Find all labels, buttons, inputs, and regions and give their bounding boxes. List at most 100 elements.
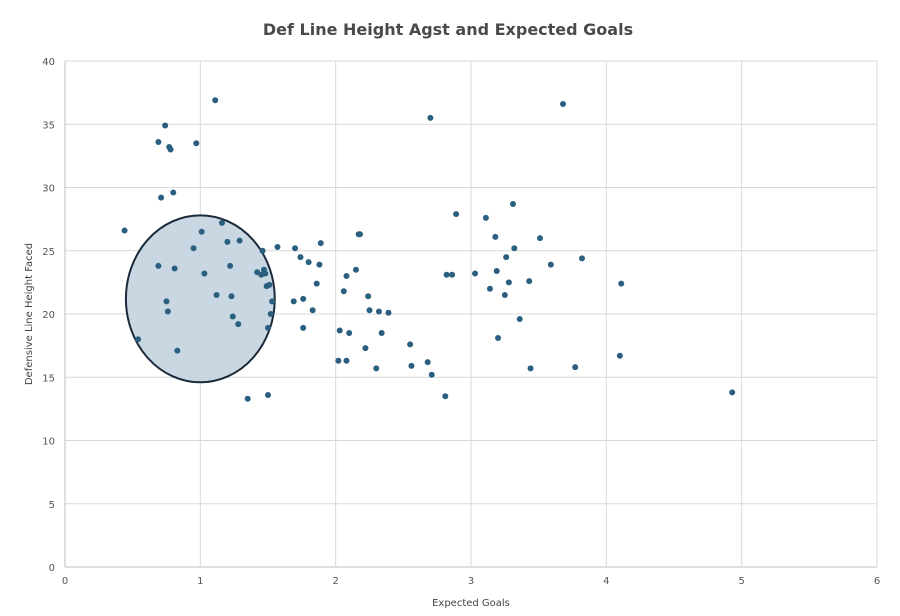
data-point [316,261,323,268]
data-point [262,270,269,277]
data-point [537,235,544,242]
data-point [290,298,297,305]
y-tick-label: 0 [49,563,55,574]
data-point [501,292,508,299]
data-point [482,214,489,221]
data-point [266,281,273,288]
data-point [164,308,171,315]
data-point [171,265,178,272]
data-point [317,240,324,247]
data-point [265,324,271,331]
data-point [408,362,415,369]
data-point [135,336,142,343]
x-tick-label: 4 [603,576,609,587]
y-tick-label: 30 [42,184,55,195]
chart-title: Def Line Height Agst and Expected Goals [263,20,633,39]
y-tick-label: 5 [49,500,55,511]
x-tick-label: 6 [874,576,880,587]
x-tick-label: 3 [468,576,474,587]
data-point [155,262,162,269]
data-point [346,329,353,336]
data-point [227,262,234,269]
data-point [170,189,177,196]
data-point [229,313,236,320]
data-point [343,273,350,280]
data-point [442,393,449,400]
y-tick-label: 40 [42,57,55,68]
tick-labels: 0 5 10 15 20 25 30 35 40 0 1 2 3 4 5 6 [42,57,880,587]
data-points [121,97,736,402]
data-point [218,219,225,226]
data-point [155,138,162,145]
data-point [729,389,736,396]
data-point [449,271,456,278]
data-point [365,293,372,300]
data-point [443,271,450,278]
data-point [495,335,502,342]
data-point [167,146,174,153]
data-point [362,345,369,352]
x-tick-label: 2 [332,576,338,587]
data-point [511,245,518,252]
data-point [201,270,208,277]
data-point [236,237,243,244]
data-point [472,270,479,277]
data-point [352,266,359,273]
data-point [174,347,181,354]
data-point [228,293,235,300]
data-point [158,194,165,201]
y-axis-label: Defensive Line Height Faced [24,243,35,385]
y-tick-label: 10 [42,437,55,448]
data-point [516,316,523,323]
data-point [163,298,170,305]
data-point [274,243,281,250]
data-point [313,280,320,287]
data-point [526,278,533,285]
data-point [547,261,554,268]
data-point [162,122,169,129]
data-point [198,228,205,235]
data-point [259,247,266,254]
data-point [616,352,623,359]
data-point [560,101,567,108]
highlight-ellipse-group [124,214,276,384]
data-point [407,341,414,348]
data-point [190,245,197,252]
highlight-ellipse [124,214,276,384]
data-point [224,238,231,245]
data-point [505,279,512,286]
data-point [486,285,493,292]
data-point [305,259,312,266]
data-point [340,288,347,295]
data-point [193,140,200,147]
data-point [244,395,251,402]
data-point [492,233,499,240]
data-point [213,292,220,299]
data-point [493,267,500,274]
data-point [235,321,242,328]
data-point [453,211,460,218]
y-tick-label: 25 [42,247,55,258]
data-point [373,365,380,372]
data-point [427,114,434,121]
data-point [267,311,274,317]
y-tick-label: 35 [42,120,55,131]
data-point [265,391,271,398]
data-point [336,327,343,334]
data-point [269,298,276,305]
y-tick-label: 20 [42,310,55,321]
data-point [572,364,579,371]
data-point [121,227,128,234]
data-point [335,357,342,364]
data-point [212,97,219,104]
data-point [378,329,385,336]
data-point [385,309,392,316]
data-point [375,308,382,315]
y-tick-label: 15 [42,373,55,384]
data-point [618,280,625,287]
x-axis-label: Expected Goals [432,598,510,609]
data-point [578,255,585,262]
data-point [300,324,307,331]
data-point [428,371,435,378]
